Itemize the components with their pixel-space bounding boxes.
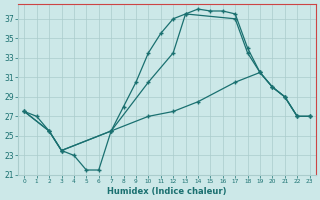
X-axis label: Humidex (Indice chaleur): Humidex (Indice chaleur) — [107, 187, 227, 196]
